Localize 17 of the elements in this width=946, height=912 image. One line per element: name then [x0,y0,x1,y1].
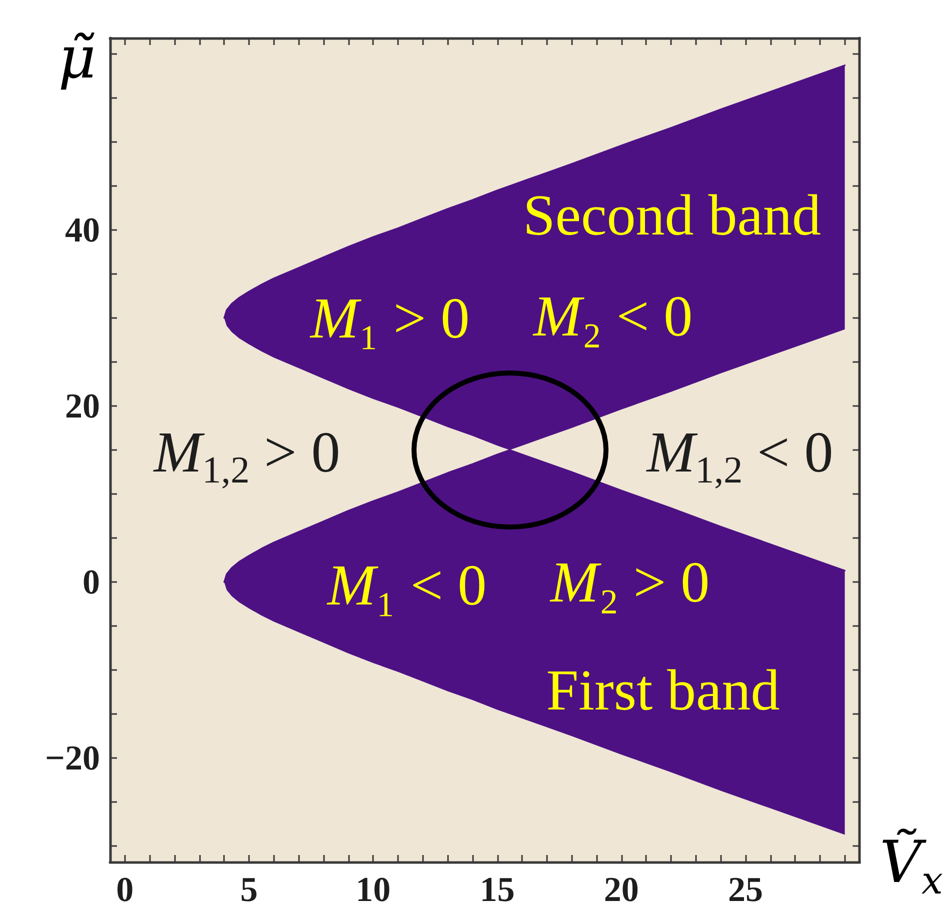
x-tick-label: 15 [480,870,515,909]
y-axis-title: μ̃ [58,24,96,92]
annotation: M₁ < 0 [326,552,487,618]
annotation: M₂ < 0 [532,284,693,348]
y-tick-label: −20 [45,738,100,778]
y-tick-label: 0 [82,562,100,602]
annotation: M₂ > 0 [549,550,710,614]
x-tick-label: 10 [356,870,391,909]
annotation: First band [546,658,780,722]
annotation: M₁ > 0 [309,286,470,350]
annotation: Second band [523,182,821,248]
x-tick-label: 25 [728,870,763,909]
y-tick-label: 20 [65,386,100,426]
x-tick-label: 5 [240,870,258,909]
x-tick-label: 0 [116,870,134,909]
x-tick-label: 20 [604,870,639,909]
y-tick-label: 40 [65,210,100,250]
